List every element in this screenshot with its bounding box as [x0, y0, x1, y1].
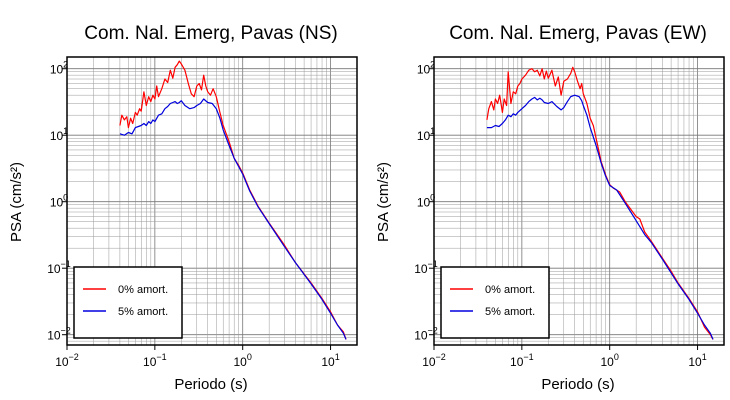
- series-line-1: [486, 94, 714, 340]
- legend-label-1: 5% amort.: [485, 306, 535, 318]
- legend: 0% amort. 5% amort.: [73, 266, 183, 339]
- x-tick-label: 10−1: [510, 352, 534, 369]
- legend-label-0: 0% amort.: [485, 284, 535, 296]
- x-tick-label: 10−1: [143, 352, 167, 369]
- y-tick-label: 102: [417, 60, 435, 77]
- x-axis-label: Periodo (s): [174, 376, 247, 393]
- x-tick-label: 101: [688, 352, 706, 369]
- x-tick-label: 100: [234, 352, 252, 369]
- axes-frame: [66, 56, 358, 346]
- series-line-0: [486, 66, 714, 340]
- legend-box: [440, 266, 550, 339]
- y-tick-label: 101: [50, 126, 68, 143]
- x-tick-label: 101: [321, 352, 339, 369]
- legend: 0% amort. 5% amort.: [440, 266, 550, 339]
- legend-box: [73, 266, 183, 339]
- chart-title: Com. Nal. Emerg, Pavas (NS): [84, 23, 337, 44]
- y-axis-label: PSA (cm/s²): [8, 162, 25, 242]
- axes-frame: [433, 56, 725, 346]
- x-tick-label: 100: [601, 352, 619, 369]
- x-axis-label: Periodo (s): [541, 376, 614, 393]
- y-tick-label: 100: [417, 193, 435, 210]
- chart-ns: Com. Nal. Emerg, Pavas (NS) Periodo (s) …: [8, 23, 358, 393]
- y-tick-label: 102: [50, 60, 68, 77]
- series-line-1: [119, 98, 347, 340]
- y-axis-label: PSA (cm/s²): [375, 162, 392, 242]
- chart-title: Com. Nal. Emerg, Pavas (EW): [449, 23, 707, 44]
- x-tick-label: 10−2: [422, 352, 446, 369]
- x-tick-label: 10−2: [55, 352, 79, 369]
- legend-label-0: 0% amort.: [118, 284, 168, 296]
- legend-label-1: 5% amort.: [118, 306, 168, 318]
- chart-ew: Com. Nal. Emerg, Pavas (EW) Periodo (s) …: [375, 23, 725, 393]
- y-tick-label: 100: [50, 193, 68, 210]
- y-tick-label: 101: [417, 126, 435, 143]
